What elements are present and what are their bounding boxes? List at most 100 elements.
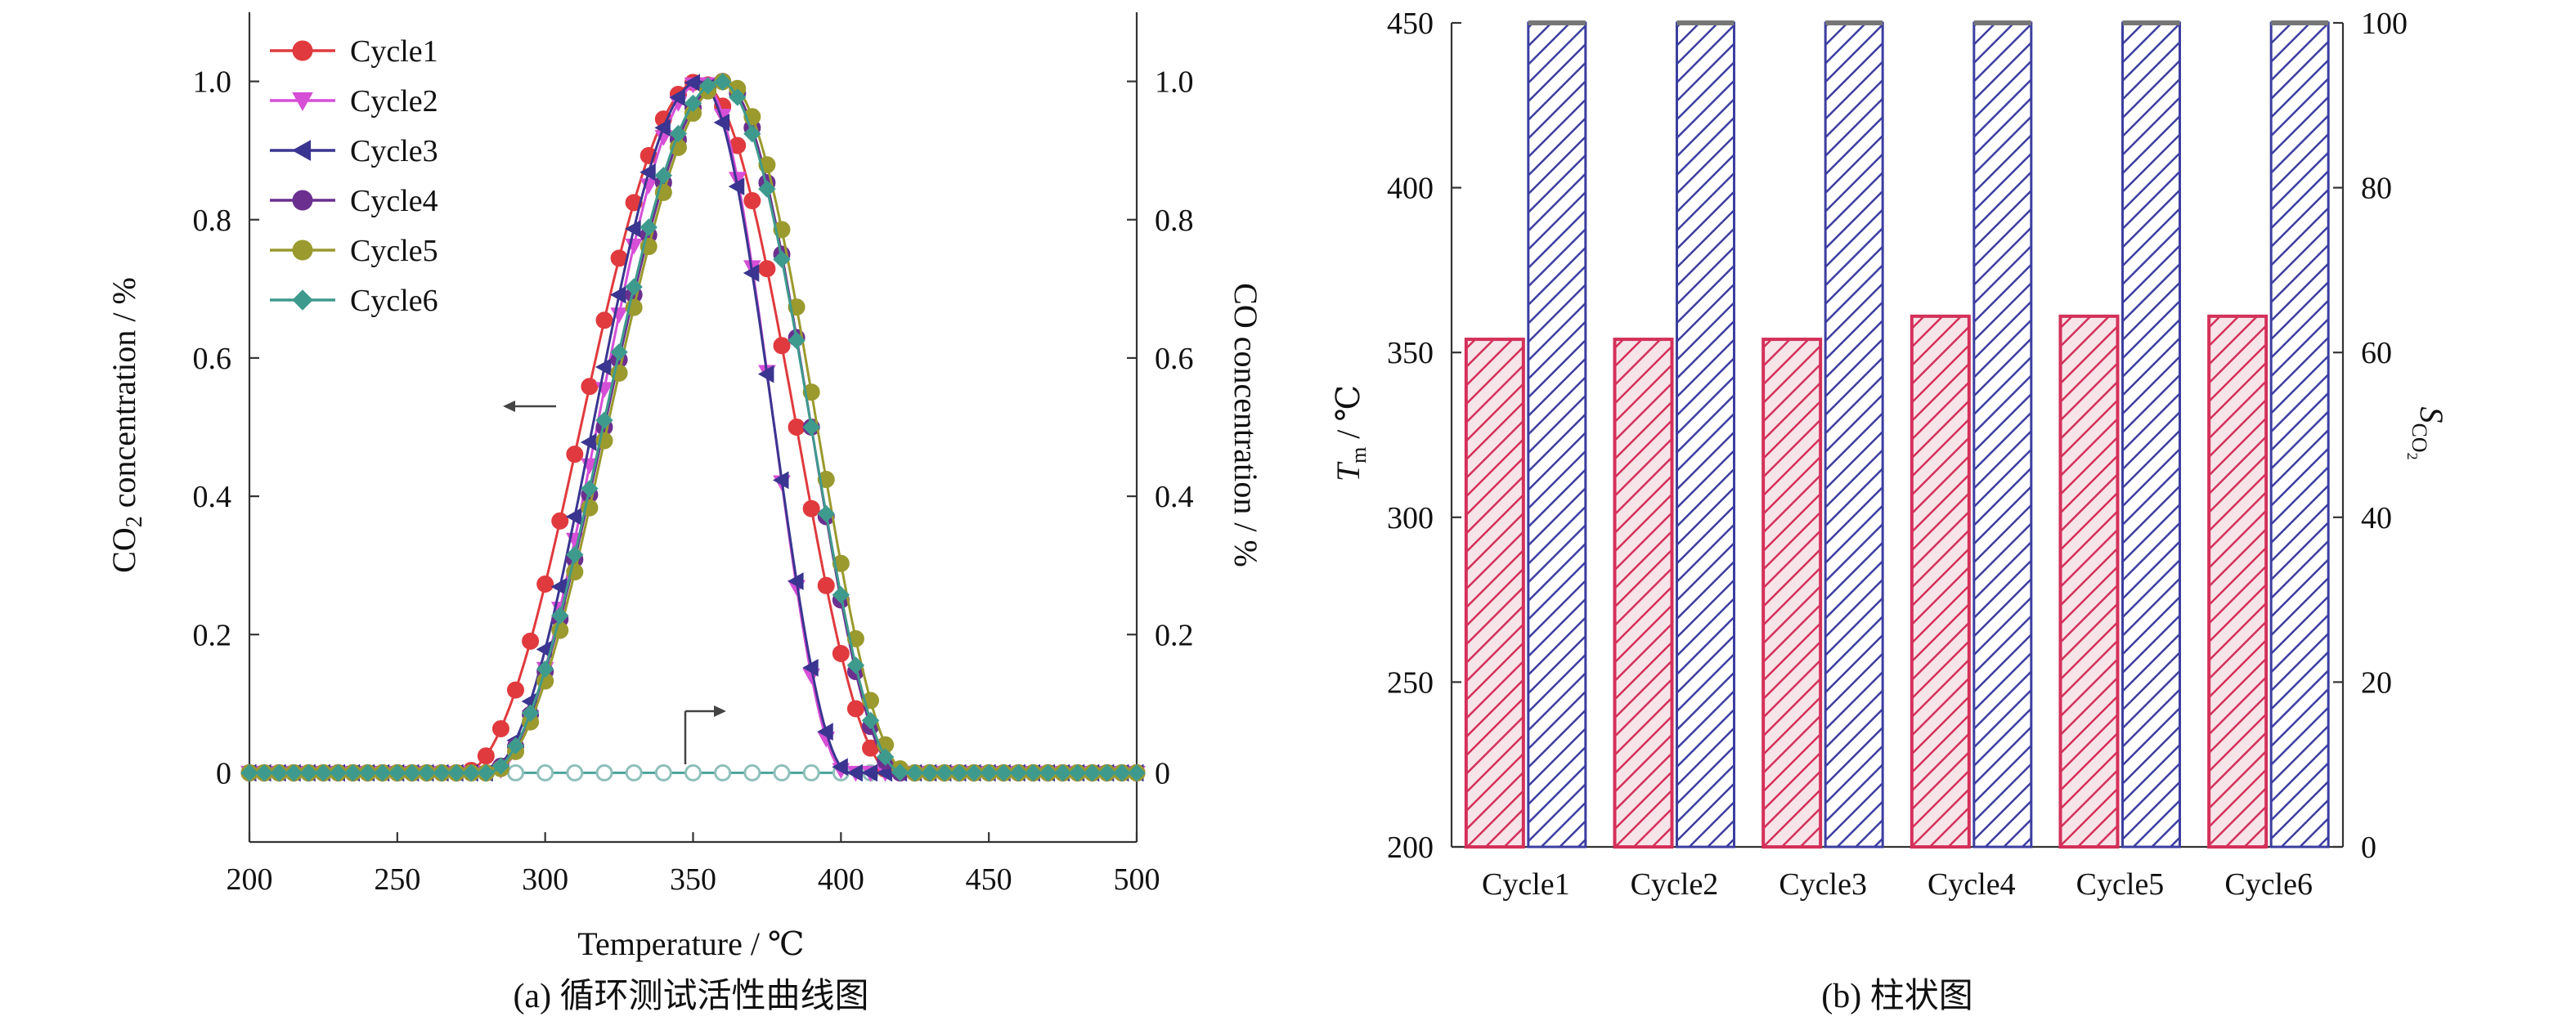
legend-item-cycle3: Cycle3 [270,134,438,168]
panel-b-left-y-ticks: 200 250 300 350 400 450 [1387,7,1461,865]
right-y-tick-label: 80 [2361,172,2392,206]
data-point [522,632,540,650]
x-tick-label: 300 [522,862,568,897]
x-tick-label: 350 [670,862,716,897]
data-point [506,737,525,755]
category-label: Cycle2 [1631,867,1719,902]
data-point [891,764,909,781]
data-point [536,660,554,678]
data-point [846,656,865,674]
right-y-tick-label: 0.6 [1155,342,1194,376]
panel-b-axes [1450,23,2345,849]
panel-a-left-y-ticks: 0 0.2 0.4 0.6 0.8 1.0 [193,65,259,790]
data-point [507,681,524,699]
x-tick-label: 450 [966,862,1012,897]
right-y-tick-label: 40 [2361,501,2392,535]
data-point [536,575,554,593]
data-point [698,77,717,95]
y-tick-label: 300 [1387,501,1434,535]
y-tick-label: 0.2 [193,618,232,652]
data-point [802,418,820,437]
y-tick-label: 350 [1387,336,1434,370]
panel-b-caption: (b) 柱状图 [1821,978,1972,1015]
data-point [595,411,613,429]
data-point [292,92,313,112]
data-point [654,119,671,137]
data-point [772,471,789,490]
right-y-tick-label: 100 [2361,7,2408,41]
data-point [1084,764,1102,782]
bar-group-cycle1 [1464,20,1587,849]
data-point [285,764,303,782]
x-tick-label: 250 [374,862,420,897]
data-point [292,190,313,211]
legend-item-cycle4: Cycle4 [270,184,438,218]
co-data-point [536,764,554,781]
panel-b-plot-area [1452,23,2343,847]
series-cycle6 [240,73,1146,782]
sco2-bar [2121,21,2181,849]
legend-label: Cycle5 [350,234,438,268]
data-point [566,545,584,564]
data-point [292,289,313,311]
data-point [728,177,745,195]
data-point [802,659,819,677]
panel-a-legend: Cycle1 Cycle2 Cycle3 Cycle4 Cycle5 Cycle6 [270,34,438,318]
data-point [625,194,643,212]
data-point [565,508,582,526]
sco2-bar [1676,21,1735,849]
tm-bar [1761,338,1823,849]
co-data-point [773,764,791,781]
data-point [832,586,850,604]
category-label: Cycle5 [2076,867,2165,902]
data-point [743,192,761,210]
data-point [980,764,998,782]
right-y-tick-label: 0.2 [1155,618,1194,652]
data-point [713,73,732,91]
y-tick-label: 0 [216,756,231,790]
tm-bar [2058,314,2120,849]
data-point [1053,764,1072,782]
x-tick-label: 500 [1114,862,1160,897]
data-point [433,764,451,782]
data-point [654,166,673,185]
panel-a-left-y-axis-title: CO2 concentration / % [105,277,147,573]
data-point [1009,764,1028,782]
y-tick-label: 400 [1387,172,1434,206]
co-data-point [625,764,643,781]
y-tick-label: 1.0 [193,65,232,100]
data-point [551,512,569,530]
bar-group-cycle4 [1910,20,2033,849]
co-data-point [802,764,820,781]
data-point [491,719,509,737]
y-tick-label: 0.6 [193,342,232,376]
data-point [1039,764,1057,782]
panel-a-co2-curves [240,73,1146,782]
right-y-tick-label: 0 [1155,756,1170,790]
data-point [817,723,833,741]
co-data-point [714,764,732,781]
data-point [581,378,599,396]
data-point [418,764,436,782]
data-point [669,88,685,107]
panel-a-right-y-axis-title: CO concentration / % [1227,283,1264,567]
bar-group-cycle6 [2207,20,2330,849]
legend-item-cycle1: Cycle1 [270,34,438,69]
data-point [255,764,273,782]
data-point [994,764,1012,782]
category-label: Cycle1 [1482,867,1570,902]
right-y-tick-label: 0.4 [1155,480,1194,514]
data-point [491,757,510,775]
data-point [462,764,480,782]
data-point [581,480,599,498]
legend-label: Cycle2 [350,84,438,119]
y-tick-label: 200 [1387,831,1434,865]
data-point [1128,764,1146,782]
co-data-point [654,764,672,781]
legend-item-cycle2: Cycle2 [270,84,438,119]
data-point [388,764,406,782]
data-point [773,337,791,355]
data-point [1068,764,1087,782]
right-y-tick-label: 0 [2361,831,2376,865]
data-point [729,88,747,106]
